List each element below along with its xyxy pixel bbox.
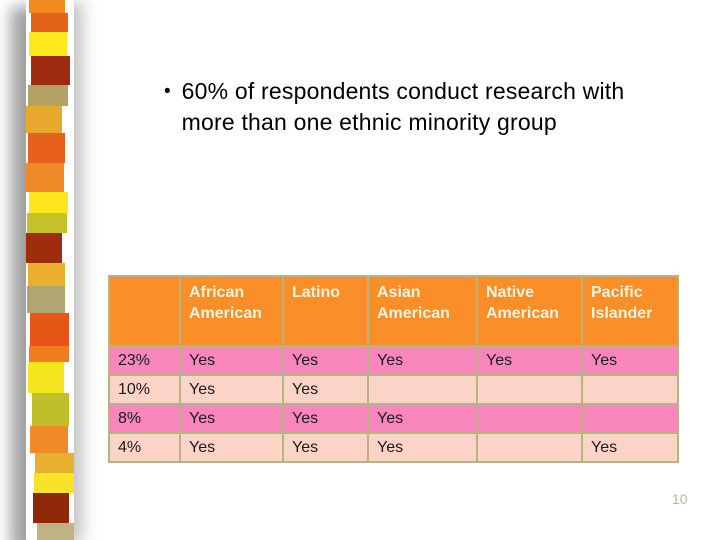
decorative-stripe-ribbon bbox=[26, 0, 74, 540]
table-cell: Yes bbox=[282, 432, 369, 463]
ribbon-stripe bbox=[28, 133, 65, 163]
ribbon-stripe bbox=[28, 85, 68, 106]
ribbon-stripe bbox=[29, 32, 67, 56]
ribbon-stripes-container bbox=[26, 0, 74, 540]
ribbon-stripe bbox=[29, 192, 68, 213]
table-cell: Yes bbox=[282, 403, 369, 434]
table-cell bbox=[476, 432, 583, 463]
ribbon-stripe bbox=[26, 233, 62, 263]
ribbon-stripe bbox=[31, 13, 68, 32]
table-cell bbox=[476, 403, 583, 434]
table-cell: Yes bbox=[367, 345, 478, 376]
row-label: 23% bbox=[108, 345, 181, 376]
ribbon-stripe bbox=[34, 473, 74, 493]
header-cell-asian-american: Asian American bbox=[367, 275, 478, 347]
header-cell-african-american: African American bbox=[179, 275, 284, 347]
table-cell: Yes bbox=[179, 345, 284, 376]
ribbon-stripe bbox=[30, 426, 68, 453]
table-cell: Yes bbox=[282, 374, 369, 405]
row-label: 10% bbox=[108, 374, 181, 405]
table-row: 10% Yes Yes bbox=[108, 374, 679, 405]
table-cell: Yes bbox=[581, 345, 679, 376]
ethnicity-table: African American Latino Asian American N… bbox=[108, 275, 679, 463]
table-cell bbox=[476, 374, 583, 405]
header-cell-empty bbox=[108, 275, 181, 347]
ribbon-stripe bbox=[29, 346, 69, 362]
table-cell bbox=[581, 403, 679, 434]
ribbon-stripe bbox=[31, 56, 70, 85]
ribbon-stripe bbox=[28, 362, 64, 393]
page-number: 10 bbox=[672, 491, 688, 507]
ribbon-stripe bbox=[29, 0, 65, 13]
ribbon-stripe bbox=[27, 286, 65, 313]
ribbon-stripe bbox=[30, 313, 69, 346]
ribbon-stripe bbox=[26, 106, 62, 133]
ribbon-stripe bbox=[28, 263, 65, 286]
header-cell-latino: Latino bbox=[282, 275, 369, 347]
bullet-icon: • bbox=[164, 81, 171, 102]
bullet-item: • 60% of respondents conduct research wi… bbox=[164, 76, 669, 138]
ribbon-stripe bbox=[33, 493, 69, 523]
table-cell: Yes bbox=[476, 345, 583, 376]
header-cell-native-american: Native American bbox=[476, 275, 583, 347]
table-cell bbox=[367, 374, 478, 405]
table-cell: Yes bbox=[179, 403, 284, 434]
table-row: 8% Yes Yes Yes bbox=[108, 403, 679, 434]
table-cell: Yes bbox=[179, 432, 284, 463]
row-label: 8% bbox=[108, 403, 181, 434]
table-cell: Yes bbox=[581, 432, 679, 463]
table-cell: Yes bbox=[282, 345, 369, 376]
table-cell bbox=[581, 374, 679, 405]
table-cell: Yes bbox=[367, 403, 478, 434]
header-cell-pacific-islander: Pacific Islander bbox=[581, 275, 679, 347]
ribbon-stripe bbox=[32, 393, 69, 426]
row-label: 4% bbox=[108, 432, 181, 463]
ribbon-stripe bbox=[35, 453, 74, 473]
ribbon-stripe bbox=[27, 213, 67, 233]
ribbon-stripe bbox=[37, 523, 74, 540]
bullet-text: 60% of respondents conduct research with… bbox=[181, 78, 625, 135]
table-header-row: African American Latino Asian American N… bbox=[108, 275, 679, 347]
table-cell: Yes bbox=[179, 374, 284, 405]
table-cell: Yes bbox=[367, 432, 478, 463]
table-row: 23% Yes Yes Yes Yes Yes bbox=[108, 345, 679, 376]
table-row: 4% Yes Yes Yes Yes bbox=[108, 432, 679, 463]
ribbon-stripe bbox=[26, 163, 64, 192]
